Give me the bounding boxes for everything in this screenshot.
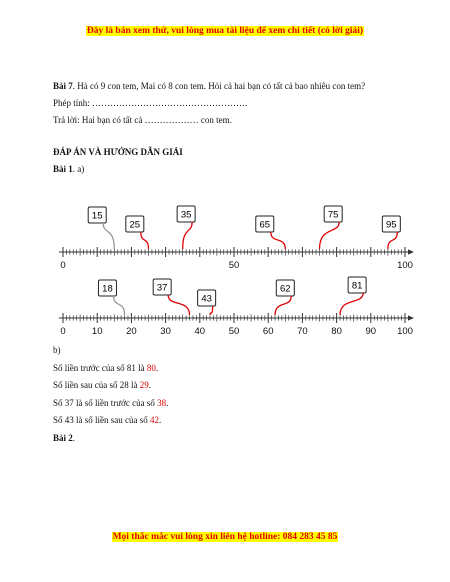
- line1-leader-line: [387, 231, 398, 250]
- line1-tag-box: [87, 206, 107, 224]
- hotline-footer: Mọi thắc mắc vui lòng xin liên hệ hotlin…: [0, 532, 450, 542]
- line2-tick-label: 80: [331, 326, 342, 336]
- line1-tag-label: 15: [92, 211, 103, 222]
- line2-tick-label: 20: [126, 326, 137, 336]
- line2-leader-line: [209, 305, 214, 316]
- line1-tag-label: 25: [130, 220, 141, 231]
- bai7-text: . Hà có 9 con tem, Mai có 8 con tem. Hỏi…: [72, 81, 366, 91]
- line2-leader-line: [112, 295, 126, 316]
- line1-tag-box: [381, 215, 401, 233]
- line2-tick-label: 70: [297, 326, 308, 336]
- line1-tag-label: 95: [386, 220, 397, 231]
- part-b-line-1: Số liền trước của số 81 là 80.: [53, 362, 159, 373]
- number-lines-svg: 0 50 100 15 25 35 65 75 95 0 10 20 30 40 50 60 70 80 90 100…: [59, 205, 414, 336]
- bai7-phep-tinh: Phép tính: …………………………………………….: [53, 98, 248, 108]
- line2-tick-label: 90: [366, 326, 377, 336]
- line1-leader-line: [140, 231, 150, 250]
- line1-tag-75: 75: [318, 205, 343, 250]
- part-b-line-4: Số 43 là số liền sau của số 42.: [53, 415, 162, 425]
- part-b-answer-3: 38: [157, 397, 167, 408]
- line2-tag-label: 37: [157, 283, 168, 294]
- part-b-line-2: Số liền sau của số 28 là 29.: [53, 380, 151, 390]
- line1-arrow-icon: [408, 249, 414, 255]
- line1-tag-box: [125, 215, 145, 233]
- bai7-tra-loi: Trả lời: Hai bạn có tất cả ……………… con te…: [53, 115, 232, 125]
- number-line-figure: 0 50 100 15 25 35 65 75 95 0 10 20 30 40 50 60 70 80 90 100…: [53, 204, 419, 336]
- part-b-line-1-text: Số liền trước của số 81 là: [53, 362, 147, 373]
- line1-tag-box: [176, 205, 196, 223]
- line2-tick-label: 30: [160, 326, 171, 336]
- line2-tag-81: 81: [339, 276, 367, 316]
- line1-tick-label: 100: [397, 260, 413, 271]
- bai2-heading: Bài 2.: [53, 432, 76, 443]
- line1-tag-65: 65: [255, 215, 286, 250]
- line1-leader-line: [102, 222, 115, 250]
- line1-tag-label: 65: [259, 220, 270, 231]
- line2-tag-label: 43: [201, 294, 212, 305]
- line1-tag-label: 75: [328, 210, 339, 221]
- bai1-heading: Bài 1. a): [53, 161, 403, 178]
- part-b-line-2-text: Số liền sau của số 28 là: [53, 380, 140, 390]
- line2-arrow-icon: [408, 315, 414, 321]
- preview-banner: Đây là bản xem thử, vui lòng mua tài liệ…: [0, 26, 450, 36]
- line2-tag-box: [152, 278, 172, 296]
- line1-leader-line: [270, 231, 286, 250]
- part-b-answer-2: 29: [139, 380, 149, 390]
- line1-tag-box: [255, 215, 275, 233]
- part-b-section: b) Số liền trước của số 81 là 80. Số liề…: [53, 342, 168, 447]
- line2-tick-label: 60: [263, 326, 274, 336]
- line1-tag-15: 15: [87, 206, 115, 250]
- bai1-label: Bài 1: [53, 164, 73, 174]
- line2-tag-label: 62: [280, 284, 291, 295]
- line1-tag-95: 95: [381, 215, 401, 250]
- line2-leader-line: [274, 295, 292, 316]
- preview-banner-text: Đây là bản xem thử, vui lòng mua tài liệ…: [85, 26, 365, 36]
- exercise-section: Bài 7. Hà có 9 con tem, Mai có 8 con tem…: [53, 78, 403, 178]
- answers-heading: ĐÁP ÁN VÀ HƯỚNG DẪN GIẢI: [53, 147, 183, 157]
- line2-tag-box: [197, 289, 217, 307]
- line2-tick-label: 100: [397, 326, 413, 336]
- line2-leader-line: [167, 294, 191, 316]
- bai2-label: Bài 2: [53, 432, 73, 443]
- line2-tag-box: [275, 279, 295, 297]
- line1-tick-label: 50: [229, 260, 240, 271]
- line2-tag-box: [97, 279, 117, 297]
- part-b-label: b): [53, 345, 61, 355]
- line2-leader-line: [339, 292, 364, 316]
- bai7-label: Bài 7: [53, 81, 73, 91]
- part-b-answer-4: 42: [150, 415, 159, 425]
- bai7-question: Bài 7. Hà có 9 con tem, Mai có 8 con tem…: [53, 78, 403, 95]
- part-b-answer-1: 80: [146, 362, 156, 373]
- line2-tag-label: 81: [352, 281, 363, 292]
- line1-tick-label: 0: [60, 260, 65, 271]
- line2-tag-box: [347, 276, 367, 294]
- line2-tick-label: 10: [92, 326, 103, 336]
- hotline-footer-text: Mọi thắc mắc vui lòng xin liên hệ hotlin…: [111, 532, 339, 542]
- line2-tag-label: 18: [102, 284, 113, 295]
- line2-tick-label: 50: [229, 326, 240, 336]
- line2-tag-18: 18: [97, 279, 126, 316]
- line2-tag-43: 43: [197, 289, 217, 316]
- line1-tag-35: 35: [176, 205, 196, 250]
- line1-tag-25: 25: [125, 215, 150, 250]
- line2-tag-37: 37: [152, 278, 191, 316]
- part-b-line-3-text: Số 37 là số liền trước của số: [53, 397, 158, 408]
- line2-tick-label: 40: [195, 326, 206, 336]
- line2-tag-62: 62: [274, 279, 295, 316]
- bai1-part: . a): [72, 164, 85, 174]
- line1-leader-line: [182, 221, 193, 250]
- line1-tag-label: 35: [181, 210, 192, 221]
- part-b-line-3: Số 37 là số liền trước của số 38.: [53, 397, 169, 408]
- line2-tick-label: 0: [60, 326, 65, 336]
- line1-leader-line: [318, 221, 340, 250]
- line1-tag-box: [323, 205, 343, 223]
- part-b-line-4-text: Số 43 là số liền sau của số: [53, 415, 150, 425]
